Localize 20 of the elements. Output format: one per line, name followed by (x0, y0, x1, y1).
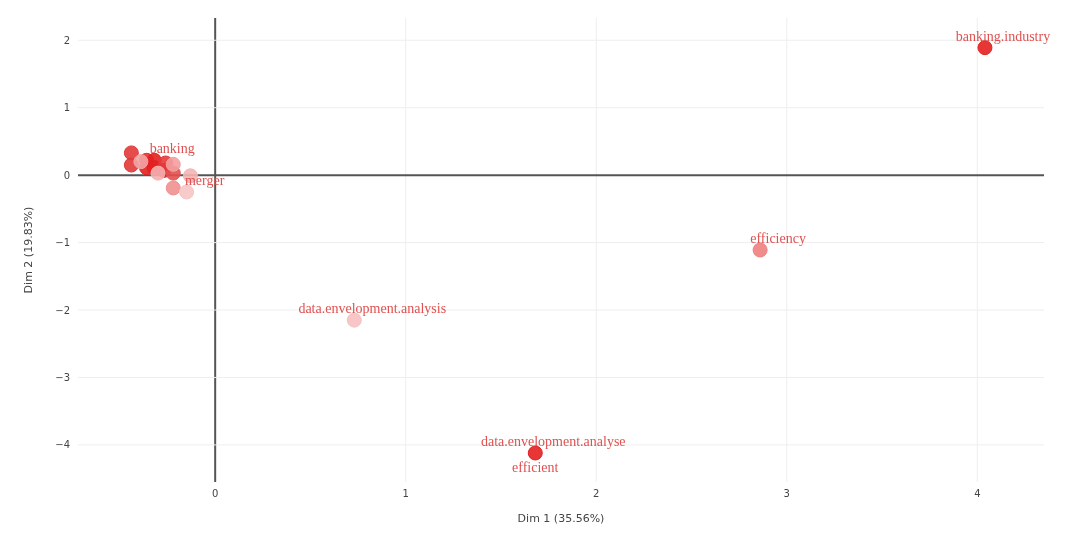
y-axis-title: Dim 2 (19.83%) (21, 206, 35, 294)
annotation: efficient (512, 459, 559, 475)
y-tick-label: 0 (63, 169, 70, 181)
y-tick-label: −1 (55, 237, 70, 249)
y-tick-label: −3 (55, 372, 70, 384)
x-tick-label: 4 (974, 488, 981, 500)
annotation: data.envelopment.analysis (298, 301, 447, 317)
y-tick-label: −4 (55, 439, 70, 451)
x-tick-label: 1 (402, 488, 409, 500)
annotation: efficiency (750, 231, 806, 246)
y-tick-label: 2 (63, 34, 70, 46)
y-tick-label: −2 (55, 304, 70, 316)
x-tick-label: 3 (783, 488, 790, 500)
x-tick-label: 2 (593, 488, 600, 500)
annotation: banking (149, 141, 195, 157)
y-tick-label: 1 (63, 102, 70, 114)
annotation: banking.industry (955, 28, 1051, 44)
x-tick-label: 0 (212, 488, 219, 500)
x-axis-title: Dim 1 (35.56%) (517, 512, 605, 525)
annotation: data.envelopment.analyse (480, 434, 626, 449)
